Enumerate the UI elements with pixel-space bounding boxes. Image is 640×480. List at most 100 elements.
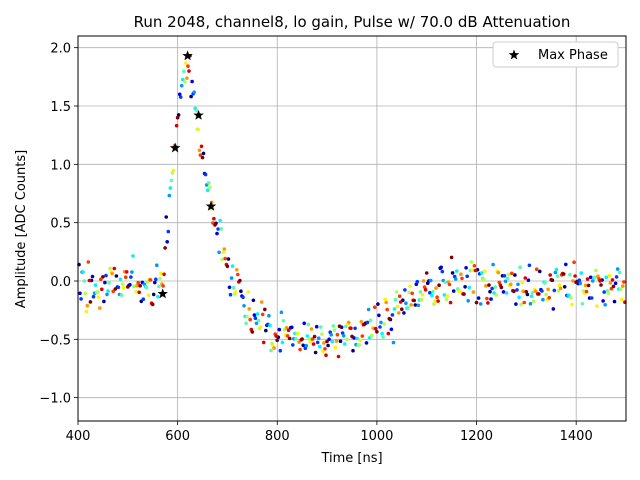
data-point <box>114 274 119 278</box>
data-point <box>78 291 82 296</box>
max-phase-star <box>193 109 204 120</box>
data-point <box>205 188 210 192</box>
data-point <box>409 303 413 307</box>
data-point <box>353 326 357 331</box>
data-point <box>159 271 163 276</box>
data-point <box>416 303 421 308</box>
max-phase-star <box>169 142 181 153</box>
data-point <box>252 313 257 317</box>
data-point <box>602 290 606 294</box>
data-point <box>239 289 243 294</box>
data-point <box>306 322 311 327</box>
data-point <box>450 271 455 275</box>
data-point <box>526 278 531 283</box>
data-point <box>579 271 584 275</box>
data-point <box>135 284 139 288</box>
x-tick-label: 600 <box>165 429 190 444</box>
data-point <box>379 320 383 325</box>
data-point <box>225 264 230 269</box>
data-point <box>268 323 272 328</box>
data-point <box>621 284 625 288</box>
data-point <box>345 337 349 342</box>
data-point <box>578 281 583 286</box>
data-point <box>524 290 529 294</box>
data-point <box>84 309 89 314</box>
data-point <box>528 301 533 306</box>
data-point <box>187 69 191 73</box>
data-point <box>342 342 347 346</box>
x-tick-label: 400 <box>66 429 91 444</box>
data-point <box>599 283 603 287</box>
data-point <box>166 229 171 234</box>
data-point <box>263 307 267 312</box>
data-point <box>570 302 574 307</box>
data-point <box>104 273 108 278</box>
data-point <box>568 272 572 277</box>
data-point <box>357 343 362 347</box>
data-point <box>377 313 381 318</box>
data-point <box>223 256 228 261</box>
data-point <box>445 294 450 298</box>
data-point <box>380 331 384 336</box>
data-point <box>504 291 509 295</box>
data-point <box>206 181 211 185</box>
data-point <box>199 144 204 149</box>
data-point <box>378 325 382 329</box>
data-point <box>260 312 265 317</box>
data-point <box>343 324 348 329</box>
data-point <box>315 340 320 345</box>
plot-frame <box>77 35 627 422</box>
chart-title: Run 2048, channel8, lo gain, Pulse w/ 70… <box>134 13 571 31</box>
data-point <box>555 274 560 278</box>
data-point <box>203 172 208 177</box>
data-point <box>583 283 588 288</box>
data-point <box>390 313 395 317</box>
data-point <box>350 334 354 339</box>
data-point <box>509 282 513 287</box>
data-point <box>141 297 146 302</box>
max-phase-star <box>157 288 168 299</box>
data-point <box>611 284 616 289</box>
data-point <box>189 94 193 99</box>
data-point <box>543 281 547 285</box>
data-point <box>553 270 558 275</box>
data-point <box>96 295 101 300</box>
data-point <box>88 300 93 304</box>
data-point <box>258 325 263 329</box>
data-point <box>362 322 367 327</box>
data-point <box>525 292 530 297</box>
data-point <box>519 302 523 307</box>
data-point <box>551 307 556 311</box>
data-point <box>250 330 255 334</box>
data-point <box>81 270 85 274</box>
data-point <box>365 320 370 325</box>
data-point <box>330 339 335 344</box>
data-point <box>269 348 273 353</box>
data-point <box>241 295 245 300</box>
data-point <box>201 151 206 156</box>
data-point <box>168 186 173 190</box>
data-point <box>259 300 264 304</box>
data-point <box>448 300 453 305</box>
y-tick-label: −1.0 <box>39 392 71 407</box>
data-point <box>607 273 612 278</box>
data-point <box>574 280 578 285</box>
data-point <box>335 332 340 337</box>
data-point <box>527 263 532 268</box>
data-point <box>442 293 447 297</box>
data-point <box>254 321 259 326</box>
data-point <box>482 277 486 282</box>
legend-box <box>492 41 619 68</box>
data-point <box>617 270 622 275</box>
data-point <box>517 295 521 300</box>
data-point <box>284 326 289 330</box>
y-tick-label: −0.5 <box>39 333 71 348</box>
data-point <box>163 246 167 250</box>
data-point <box>79 297 83 301</box>
data-point <box>200 155 205 160</box>
data-point <box>476 296 481 300</box>
data-point <box>420 292 425 297</box>
data-point <box>394 290 399 294</box>
data-point <box>146 293 151 298</box>
data-point <box>198 153 203 157</box>
